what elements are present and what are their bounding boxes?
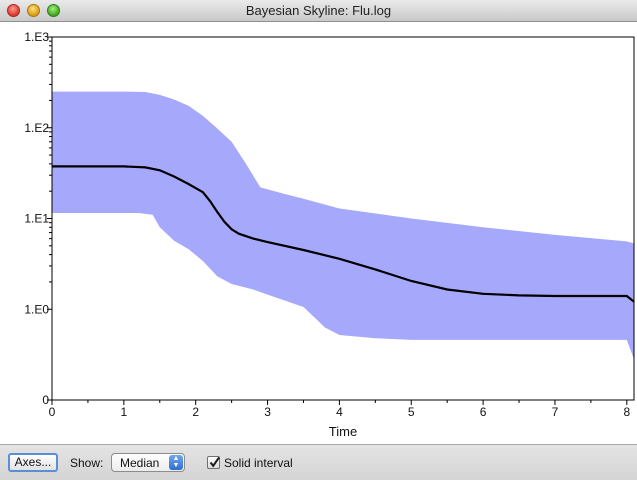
zoom-button[interactable] — [47, 4, 60, 17]
skyline-chart: 0 1 2 3 4 5 6 7 8 0 1.E0 1.E1 1.E2 1.E3 Time — [24, 30, 635, 439]
y-tick-label: 1.E3 — [24, 30, 49, 44]
solid-interval-checkbox[interactable] — [207, 456, 220, 469]
x-tick-label: 2 — [192, 405, 199, 419]
x-axis-label: Time — [329, 424, 357, 439]
checkmark-icon — [209, 456, 220, 468]
axes-layer: 0 1 2 3 4 5 6 7 8 0 1.E0 1.E1 1.E2 1.E3 — [24, 30, 630, 419]
hpd-interval-band — [52, 91, 634, 360]
chart-panel: 0 1 2 3 4 5 6 7 8 0 1.E0 1.E1 1.E2 1.E3 Time — [0, 22, 637, 444]
y-tick-label: 0 — [42, 393, 49, 407]
x-tick-label: 1 — [121, 405, 128, 419]
y-tick-label: 1.E2 — [24, 121, 49, 135]
show-label: Show: — [70, 456, 104, 470]
window-title: Bayesian Skyline: Flu.log — [245, 3, 392, 18]
median-line — [52, 165, 635, 303]
title-bar: Bayesian Skyline: Flu.log — [0, 0, 637, 22]
x-tick-label: 6 — [480, 405, 487, 419]
x-tick-label: 5 — [408, 405, 415, 419]
x-tick-label: 3 — [264, 405, 271, 419]
x-tick-label: 7 — [552, 405, 559, 419]
minimize-button[interactable] — [27, 4, 40, 17]
show-select-value: Median — [120, 456, 160, 470]
x-tick-label: 4 — [336, 405, 343, 419]
bottom-toolbar: Axes... Show: Median ▲ ▼ Solid interval — [0, 444, 637, 480]
y-tick-label: 1.E0 — [24, 302, 49, 316]
x-tick-label: 8 — [623, 405, 630, 419]
solid-interval-label: Solid interval — [224, 456, 293, 470]
show-select[interactable]: Median ▲ ▼ — [111, 453, 185, 472]
close-button[interactable] — [7, 4, 20, 17]
x-tick-label: 0 — [49, 405, 56, 419]
y-tick-label: 1.E1 — [24, 212, 49, 226]
axes-button[interactable]: Axes... — [8, 453, 58, 472]
select-arrows-icon: ▲ ▼ — [169, 455, 183, 470]
